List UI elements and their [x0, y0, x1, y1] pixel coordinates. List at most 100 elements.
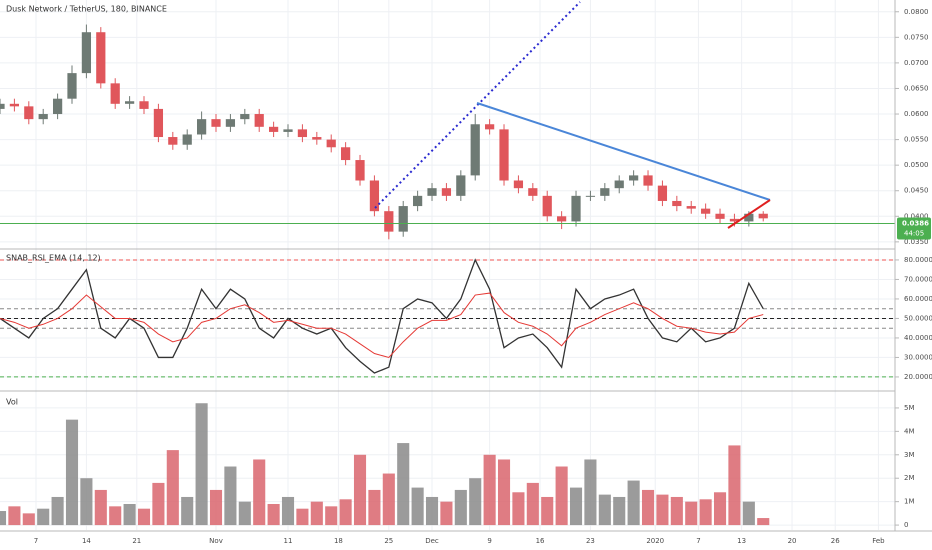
candle-body [758, 213, 768, 219]
volume-bar [685, 501, 698, 526]
volume-bar [368, 489, 381, 526]
trend-line-dotted [374, 1, 581, 209]
x-tick-label: 21 [132, 537, 141, 545]
y-tick-label: 40.0000 [904, 334, 932, 342]
candle-body [715, 213, 725, 219]
y-tick-label: 0.0500 [904, 161, 929, 169]
candle-body [283, 129, 293, 132]
indicator-line [0, 258, 764, 374]
x-tick-label: 2020 [646, 537, 664, 545]
trend-line-resistance [476, 102, 771, 201]
x-tick-label: 7 [34, 537, 38, 545]
indicator-title: SNAB_RSI_EMA (14, 12) [6, 254, 101, 263]
y-tick-label: 0.0700 [904, 59, 929, 67]
candle-body [427, 188, 437, 196]
x-tick-label: 13 [737, 537, 746, 545]
candle-body [52, 98, 63, 115]
volume-bar [209, 489, 223, 526]
volume-bar [699, 499, 712, 526]
candle-body [744, 213, 754, 222]
candle-body [240, 114, 250, 120]
candle-body [96, 32, 106, 84]
candle-body [254, 114, 264, 127]
y-tick-label: 80.0000 [904, 256, 932, 264]
volume-bar [569, 487, 583, 526]
x-tick-label: Feb [872, 537, 885, 545]
volume-bar [65, 419, 79, 526]
candle-body [355, 160, 365, 181]
candle-body [81, 32, 92, 74]
volume-bar [613, 496, 626, 526]
volume-bar [281, 496, 295, 526]
candle-body [269, 126, 279, 132]
volume-bar [598, 494, 611, 526]
volume-bar [296, 508, 309, 526]
x-tick-label: Dec [425, 537, 439, 545]
y-tick-label: 1M [904, 498, 915, 506]
volume-bar [728, 445, 741, 526]
candle-body [470, 124, 480, 176]
candle-body [24, 106, 34, 120]
x-tick-label: 9 [487, 537, 491, 545]
candle-body [571, 195, 581, 222]
candle-body [485, 124, 495, 130]
volume-bar [555, 466, 568, 526]
candle-body [701, 208, 711, 214]
y-tick-label: 0.0550 [904, 136, 929, 144]
volume-bar [641, 489, 655, 526]
volume-bar [0, 511, 7, 526]
candle-body [614, 180, 624, 189]
volume-bar [94, 489, 107, 526]
candle-body [686, 206, 696, 209]
x-tick-label: 23 [586, 537, 595, 545]
candle-body [38, 114, 48, 120]
y-tick-label: 0.0750 [904, 33, 929, 41]
volume-bar [397, 443, 410, 526]
volume-bar [137, 508, 151, 526]
volume-bar [8, 506, 21, 526]
volume-bar [325, 506, 338, 526]
candle-body [139, 101, 149, 109]
y-tick-label: 0.0400 [904, 212, 929, 220]
x-tick-label: 18 [334, 537, 343, 545]
candle-body [297, 129, 308, 138]
volume-bar [584, 459, 597, 526]
candle-body [585, 195, 596, 197]
candle-body [513, 180, 524, 189]
volume-bar [440, 501, 453, 526]
candle-body [672, 200, 682, 207]
candle-body [398, 206, 408, 232]
y-tick-label: 60.0000 [904, 295, 932, 303]
candle-body [528, 188, 538, 196]
candle-body [384, 211, 394, 232]
volume-bar [22, 513, 35, 526]
y-tick-label: 0.0600 [904, 110, 929, 118]
y-tick-label: 50.0000 [904, 314, 932, 322]
x-tick-label: 14 [82, 537, 91, 545]
candle-body [629, 175, 639, 181]
y-tick-label: 30.0000 [904, 353, 932, 361]
x-tick-label: 20 [788, 537, 797, 545]
candle-body [456, 175, 466, 196]
y-tick-label: 70.0000 [904, 275, 932, 283]
candle-body [326, 139, 336, 148]
candle-body [369, 180, 380, 212]
volume-bar [483, 454, 496, 526]
candle-body [9, 103, 20, 107]
candle-body [197, 119, 207, 135]
volume-bar [166, 450, 179, 526]
candle-body [211, 119, 221, 127]
x-tick-label: 25 [384, 537, 393, 545]
candle-body [729, 218, 740, 222]
y-tick-label: 0.0800 [904, 8, 929, 16]
marks [0, 24, 895, 526]
candle-body [0, 103, 5, 109]
y-tick-label: 0.0450 [904, 187, 929, 195]
candle-body [542, 195, 552, 217]
volume-bar [670, 496, 683, 526]
y-tick-label: 0.0350 [904, 238, 929, 246]
volume-bar [411, 487, 424, 526]
volume-bar [526, 482, 539, 526]
volume-bar [195, 403, 208, 526]
